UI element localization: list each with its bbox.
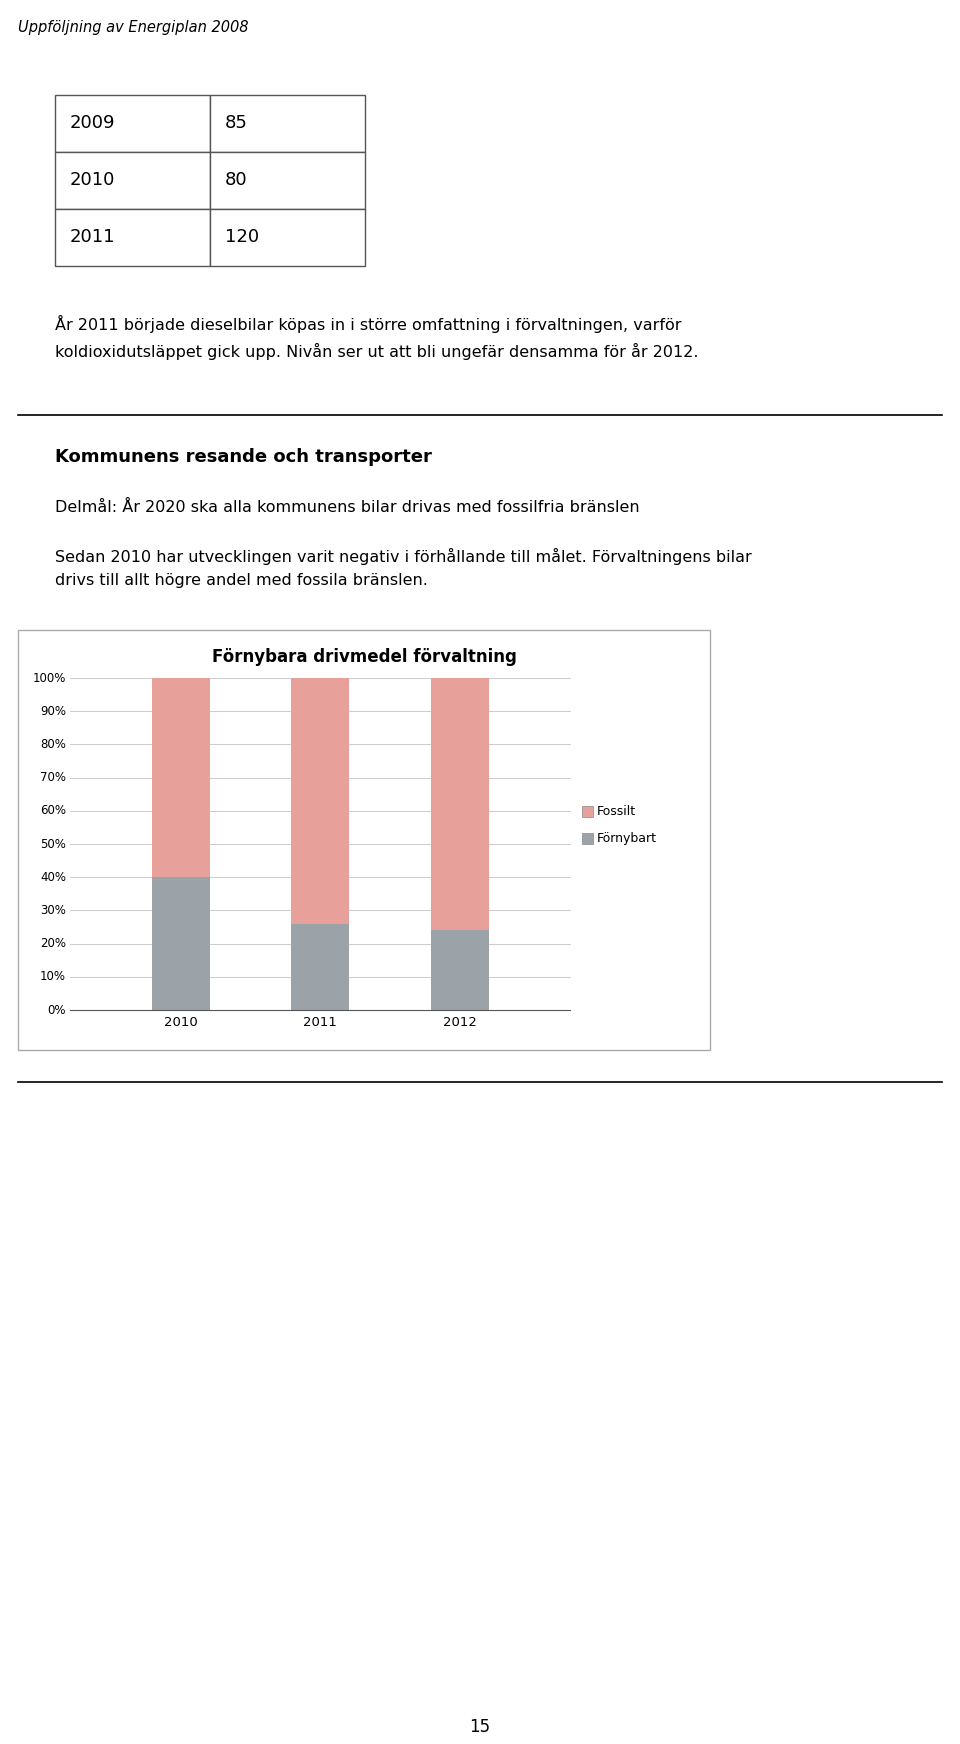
Text: Delmål: År 2020 ska alla kommunens bilar drivas med fossilfria bränslen: Delmål: År 2020 ska alla kommunens bilar… [55,501,639,514]
Bar [210,209,365,267]
Bar [291,924,349,1010]
Bar [152,877,209,1010]
Text: 60%: 60% [40,804,66,818]
Text: 85: 85 [225,115,248,133]
Bar [430,678,489,930]
Bar [582,806,593,818]
Text: Uppföljning av Energiplan 2008: Uppföljning av Energiplan 2008 [18,19,249,35]
Text: 120: 120 [225,228,259,246]
Text: 10%: 10% [40,970,66,984]
Bar [291,678,349,924]
Bar [55,94,210,152]
Bar [55,209,210,267]
Text: 2010: 2010 [163,1017,198,1029]
Text: 15: 15 [469,1718,491,1735]
Text: 2010: 2010 [70,171,115,190]
Text: 30%: 30% [40,903,66,917]
Text: 20%: 20% [40,937,66,950]
Text: Kommunens resande och transporter: Kommunens resande och transporter [55,448,432,466]
Text: Förnybart: Förnybart [597,832,657,846]
Text: 2012: 2012 [443,1017,476,1029]
Text: Sedan 2010 har utvecklingen varit negativ i förhållande till målet. Förvaltninge: Sedan 2010 har utvecklingen varit negati… [55,548,752,588]
Text: 50%: 50% [40,837,66,851]
Text: 70%: 70% [40,771,66,785]
Bar [210,94,365,152]
Text: Förnybara drivmedel förvaltning: Förnybara drivmedel förvaltning [211,649,516,666]
Text: 90%: 90% [40,705,66,719]
Bar [55,152,210,209]
Text: 80: 80 [225,171,248,190]
Bar [582,834,593,844]
Text: 2009: 2009 [70,115,115,133]
Text: 80%: 80% [40,738,66,752]
Bar [210,152,365,209]
Text: 2011: 2011 [70,228,115,246]
Text: År 2011 började dieselbilar köpas in i större omfattning i förvaltningen, varför: År 2011 började dieselbilar köpas in i s… [55,316,699,359]
Text: 100%: 100% [33,671,66,684]
Text: 0%: 0% [47,1003,66,1017]
Text: Fossilt: Fossilt [597,806,636,818]
Text: 2011: 2011 [303,1017,337,1029]
Text: 40%: 40% [40,870,66,884]
Bar [18,630,710,1050]
Bar [152,678,209,877]
Bar [430,930,489,1010]
